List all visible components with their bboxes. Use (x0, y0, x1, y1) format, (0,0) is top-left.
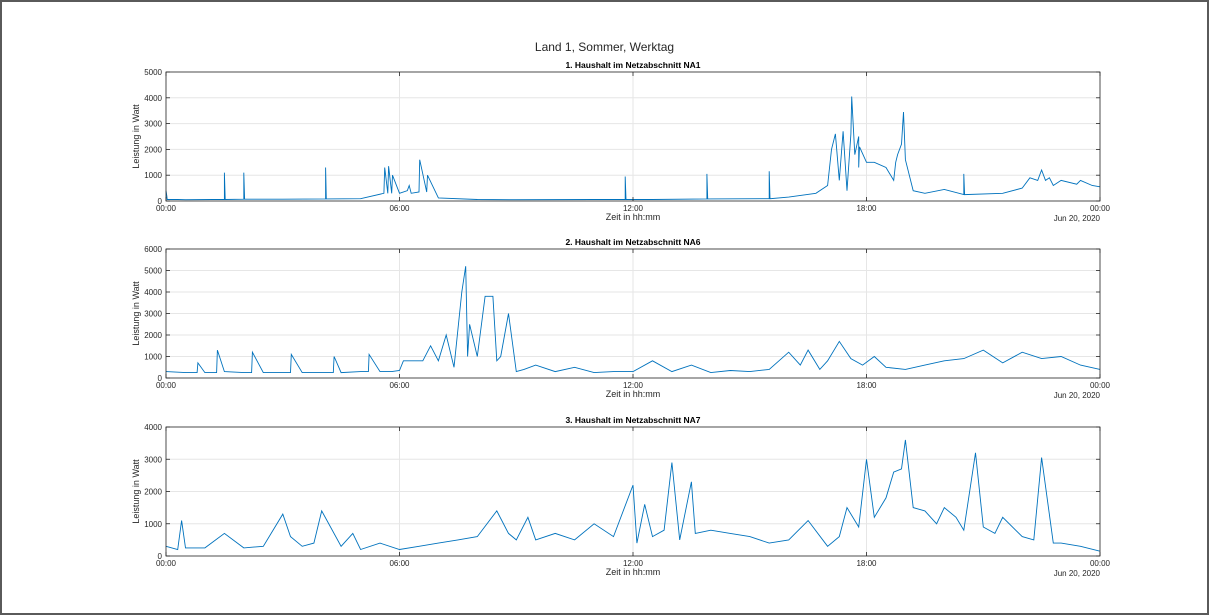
series-line-1 (165, 266, 1101, 374)
panel-title: 3. Haushalt im Netzabschnitt NA7 (565, 415, 700, 425)
y-tick-label: 0 (158, 197, 163, 206)
x-tick-label: 00:00 (1090, 559, 1111, 568)
x-tick-label: 00:00 (1090, 381, 1111, 390)
y-tick-label: 3000 (144, 455, 162, 464)
y-tick-label: 1000 (144, 171, 162, 180)
x-tick-label: 00:00 (156, 204, 177, 213)
x-date-label: Jun 20, 2020 (1054, 214, 1101, 223)
y-tick-label: 5000 (144, 267, 162, 276)
y-tick-label: 6000 (144, 245, 162, 254)
y-tick-label: 1000 (144, 353, 162, 362)
y-tick-label: 1000 (144, 520, 162, 529)
y-tick-label: 4000 (144, 423, 162, 432)
x-tick-label: 06:00 (389, 559, 410, 568)
panel-title: 2. Haushalt im Netzabschnitt NA6 (565, 237, 700, 247)
x-date-label: Jun 20, 2020 (1054, 569, 1101, 578)
x-tick-label: 00:00 (156, 381, 177, 390)
y-tick-label: 3000 (144, 120, 162, 129)
x-tick-label: 00:00 (1090, 204, 1111, 213)
y-axis-label: Leistung in Watt (131, 459, 141, 524)
x-axis-label: Zeit in hh:mm (606, 389, 661, 399)
x-tick-label: 18:00 (856, 381, 877, 390)
series-line-1 (165, 439, 1101, 552)
y-axis-label: Leistung in Watt (131, 281, 141, 346)
x-tick-label: 06:00 (389, 204, 410, 213)
x-tick-label: 12:00 (623, 204, 644, 213)
x-tick-label: 06:00 (389, 381, 410, 390)
series-line-1 (165, 96, 1101, 201)
y-tick-label: 2000 (144, 145, 162, 154)
y-tick-label: 5000 (144, 68, 162, 77)
x-tick-label: 00:00 (156, 559, 177, 568)
figure-title: Land 1, Sommer, Werktag (534, 40, 675, 54)
y-axis-label: Leistung in Watt (131, 104, 141, 169)
y-tick-label: 2000 (144, 331, 162, 340)
panel-title: 1. Haushalt im Netzabschnitt NA1 (565, 60, 700, 70)
y-tick-label: 2000 (144, 488, 162, 497)
chart-panel-3: 0 1000 2000 3000 4000 00:00 06:00 12:00 18:00 00:… (131, 415, 1111, 578)
x-axis-label: Zeit in hh:mm (606, 212, 661, 222)
chart-panel-1: 0 1000 2000 3000 4000 5000 00:00 06:00 12:00 18:0… (131, 60, 1111, 223)
x-axis-label: Zeit in hh:mm (606, 567, 661, 577)
y-tick-label: 4000 (144, 94, 162, 103)
x-tick-label: 18:00 (856, 204, 877, 213)
chart-panel-2: 0 1000 2000 3000 4000 5000 6000 00:00 06:00 12:00… (131, 237, 1111, 400)
x-tick-label: 12:00 (623, 559, 644, 568)
x-date-label: Jun 20, 2020 (1054, 391, 1101, 400)
y-tick-label: 3000 (144, 310, 162, 319)
x-tick-label: 18:00 (856, 559, 877, 568)
y-tick-label: 0 (158, 374, 163, 383)
y-tick-label: 0 (158, 552, 163, 561)
x-tick-label: 12:00 (623, 381, 644, 390)
y-tick-label: 4000 (144, 288, 162, 297)
